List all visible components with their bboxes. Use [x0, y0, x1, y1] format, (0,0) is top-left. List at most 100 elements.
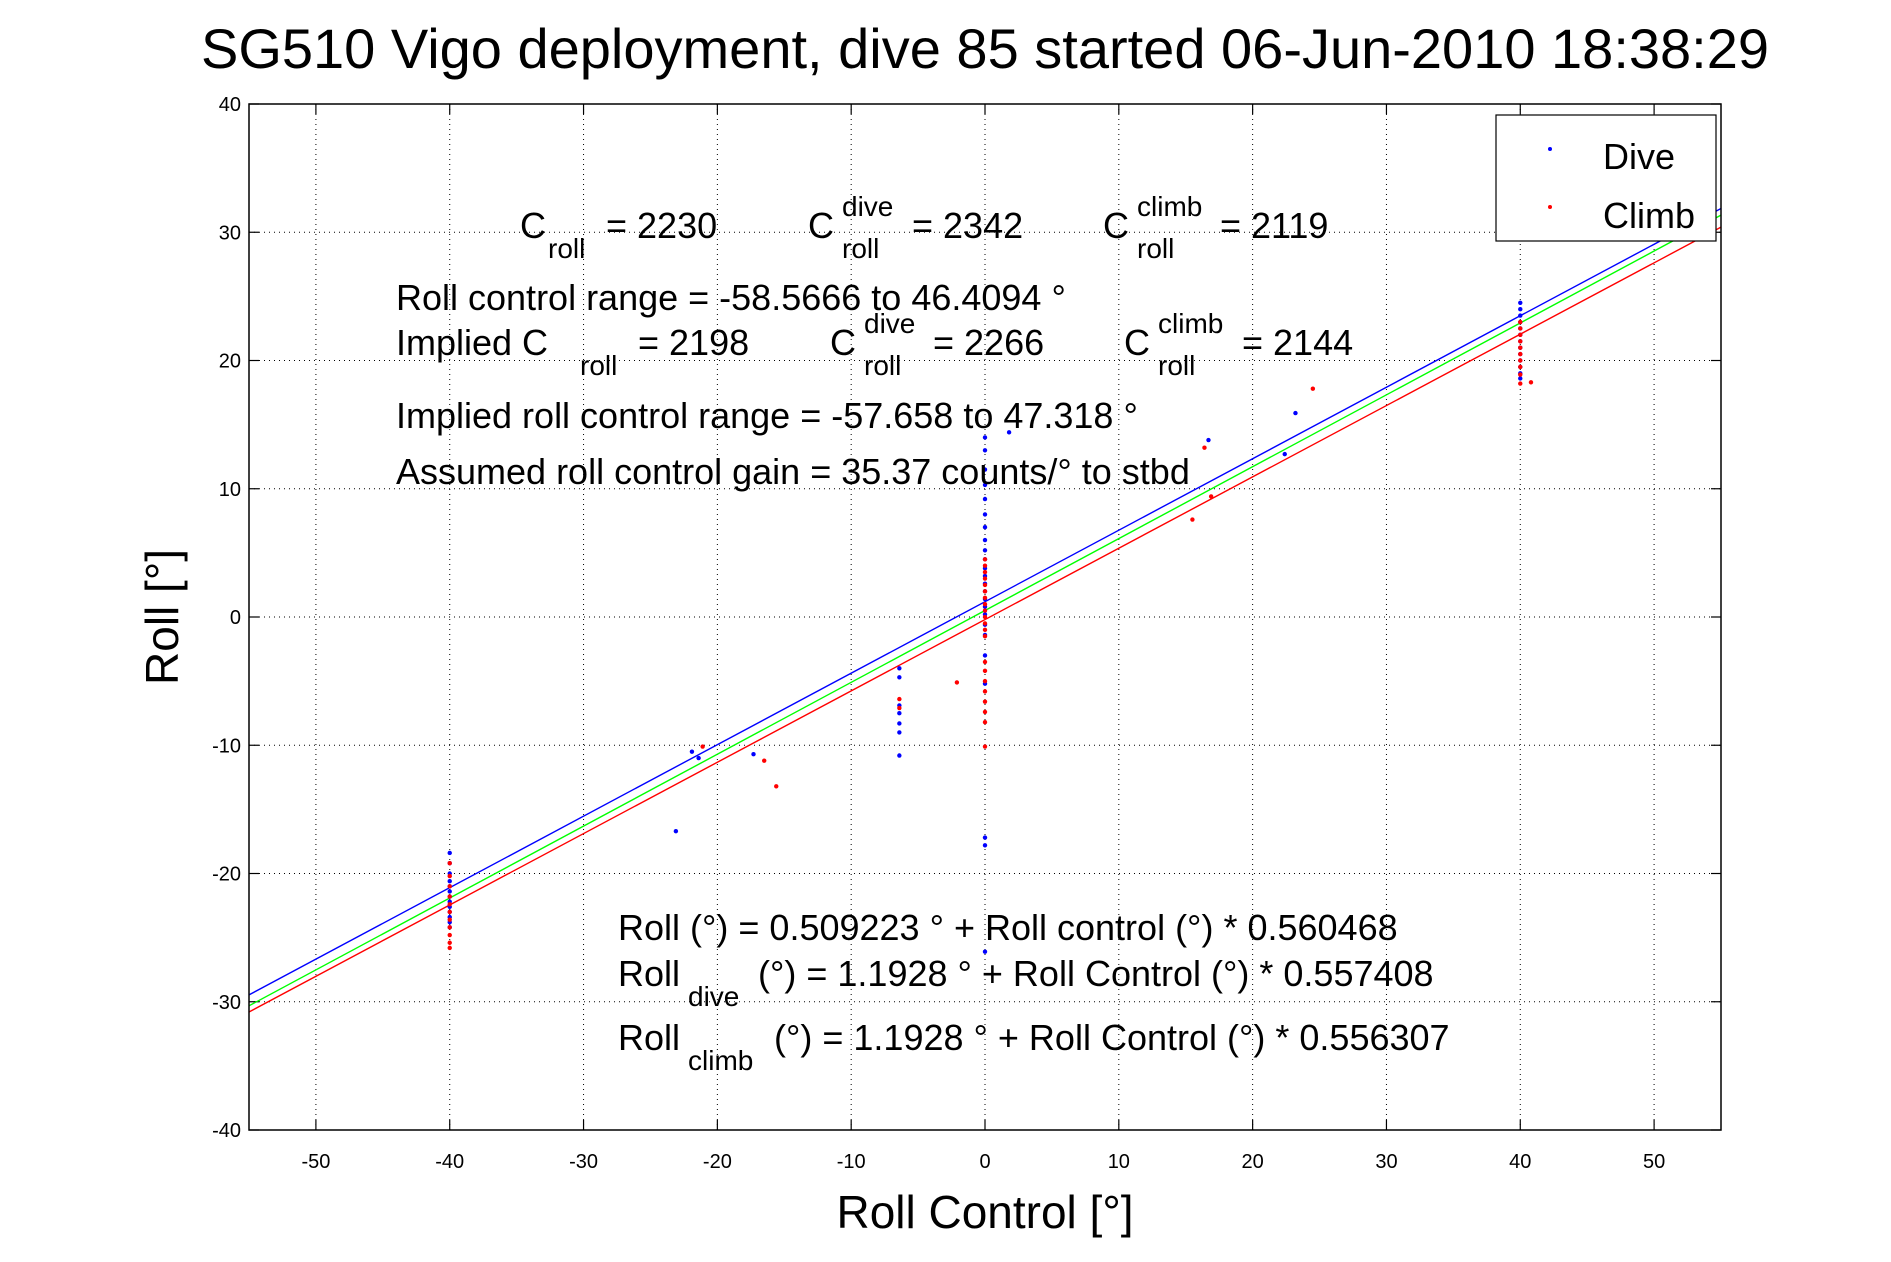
data-point: [982, 608, 988, 613]
c-climb-value: = 2119: [1220, 205, 1328, 246]
data-point: [447, 850, 452, 856]
data-point: [982, 589, 988, 594]
c-dive-symbol: C: [808, 205, 834, 246]
data-point: [1528, 380, 1534, 385]
data-point: [447, 889, 452, 894]
data-point: [1518, 313, 1523, 318]
data-point: [982, 537, 988, 543]
data-point: [1282, 451, 1287, 457]
data-point: [982, 699, 988, 704]
implied-c-climb-subscript: roll: [1158, 350, 1195, 381]
data-point: [897, 710, 902, 716]
implied-c-climb-value: = 2144: [1242, 322, 1353, 363]
annotation-implied-c-dive: C dive roll = 2266: [830, 308, 1044, 381]
data-point: [897, 696, 902, 702]
data-point: [762, 758, 767, 763]
data-point: [774, 784, 779, 789]
data-point: [1190, 517, 1195, 522]
x-tick-label: -30: [569, 1151, 598, 1173]
data-point: [1518, 351, 1523, 357]
data-point: [982, 678, 988, 684]
data-point: [982, 512, 988, 517]
data-point: [982, 595, 988, 600]
equation-roll-climb-subscript: climb: [688, 1045, 753, 1076]
data-point: [751, 752, 756, 757]
data-point: [673, 828, 679, 834]
data-point: [1518, 319, 1523, 325]
data-point: [982, 659, 988, 665]
equation-roll-dive-subscript: dive: [688, 981, 739, 1012]
data-point: [982, 668, 988, 674]
equation-roll-climb: Roll climb (°) = 1.1928 ° + Roll Control…: [618, 1017, 1450, 1076]
data-point: [982, 719, 988, 725]
x-tick-label: 30: [1375, 1151, 1397, 1173]
equation-roll-climb-symbol: Roll: [618, 1017, 680, 1058]
data-point: [1518, 376, 1523, 381]
plot-frame: [248, 103, 1722, 1131]
data-point: [447, 932, 452, 938]
data-point: [982, 582, 988, 588]
implied-c-dive-symbol: C: [830, 322, 856, 363]
implied-c-dive-subscript: roll: [864, 350, 901, 381]
data-point: [1518, 339, 1523, 344]
data-point: [982, 621, 988, 626]
data-point: [982, 627, 988, 633]
data-point: [447, 909, 452, 915]
implied-c-roll-value: = 2198: [638, 322, 749, 363]
data-point: [897, 721, 902, 726]
x-tick-label: 40: [1509, 1151, 1531, 1173]
data-point: [982, 557, 988, 562]
c-roll-value: = 2230: [606, 205, 717, 246]
y-tick-label: 10: [219, 479, 241, 501]
data-point: [447, 861, 452, 866]
implied-roll-control-range: Implied roll control range = -57.658 to …: [396, 395, 1138, 436]
data-point: [447, 902, 452, 907]
data-point: [982, 467, 988, 472]
x-tick-label: -10: [837, 1151, 866, 1173]
data-point: [897, 730, 902, 735]
x-axis-label: Roll Control [°]: [836, 1186, 1133, 1238]
legend: Dive Climb: [1495, 114, 1717, 242]
data-point: [447, 925, 452, 930]
data-point: [897, 666, 902, 671]
y-tick-label: 20: [219, 351, 241, 373]
data-point: [982, 634, 988, 639]
data-point: [982, 576, 988, 581]
data-point: [1518, 345, 1523, 350]
data-point: [954, 680, 960, 685]
data-point: [1293, 410, 1298, 416]
implied-c-dive-value: = 2266: [933, 322, 1044, 363]
assumed-roll-control-gain: Assumed roll control gain = 35.37 counts…: [396, 451, 1190, 492]
implied-c-dive-superscript: dive: [864, 308, 915, 339]
c-dive-subscript: roll: [842, 233, 879, 264]
y-tick-label: -20: [212, 864, 241, 886]
annotation-implied-c-climb: C climb roll = 2144: [1124, 308, 1353, 381]
x-tick-labels: -50 -40 -30 -20 -10 0 10 20 30 40 50: [301, 1151, 1665, 1173]
data-point: [982, 569, 988, 575]
data-point: [982, 435, 988, 440]
data-point: [982, 709, 988, 715]
legend-marker-climb: [1548, 205, 1552, 209]
data-point: [1518, 307, 1523, 312]
x-tick-label: -20: [703, 1151, 732, 1173]
data-point: [982, 482, 988, 488]
series-climb: [447, 319, 1534, 951]
y-tick-label: -30: [212, 992, 241, 1014]
data-point: [982, 548, 988, 553]
data-point: [689, 749, 695, 754]
data-point: [1310, 386, 1316, 391]
data-point: [982, 614, 988, 620]
data-point: [1518, 300, 1523, 305]
data-point: [982, 835, 988, 840]
implied-c-climb-superscript: climb: [1158, 308, 1223, 339]
legend-label-climb: Climb: [1603, 195, 1695, 236]
data-point: [1518, 364, 1523, 370]
annotations: C roll = 2230 C dive roll = 2342 C climb…: [396, 191, 1450, 1076]
equation-roll-dive-body: (°) = 1.1928 ° + Roll Control (°) * 0.55…: [758, 953, 1434, 994]
data-point: [982, 689, 988, 694]
data-point: [1206, 437, 1211, 443]
data-point: [982, 949, 988, 954]
annotation-c-roll: C roll = 2230: [520, 205, 717, 264]
data-point: [447, 945, 452, 951]
data-point: [447, 884, 452, 889]
